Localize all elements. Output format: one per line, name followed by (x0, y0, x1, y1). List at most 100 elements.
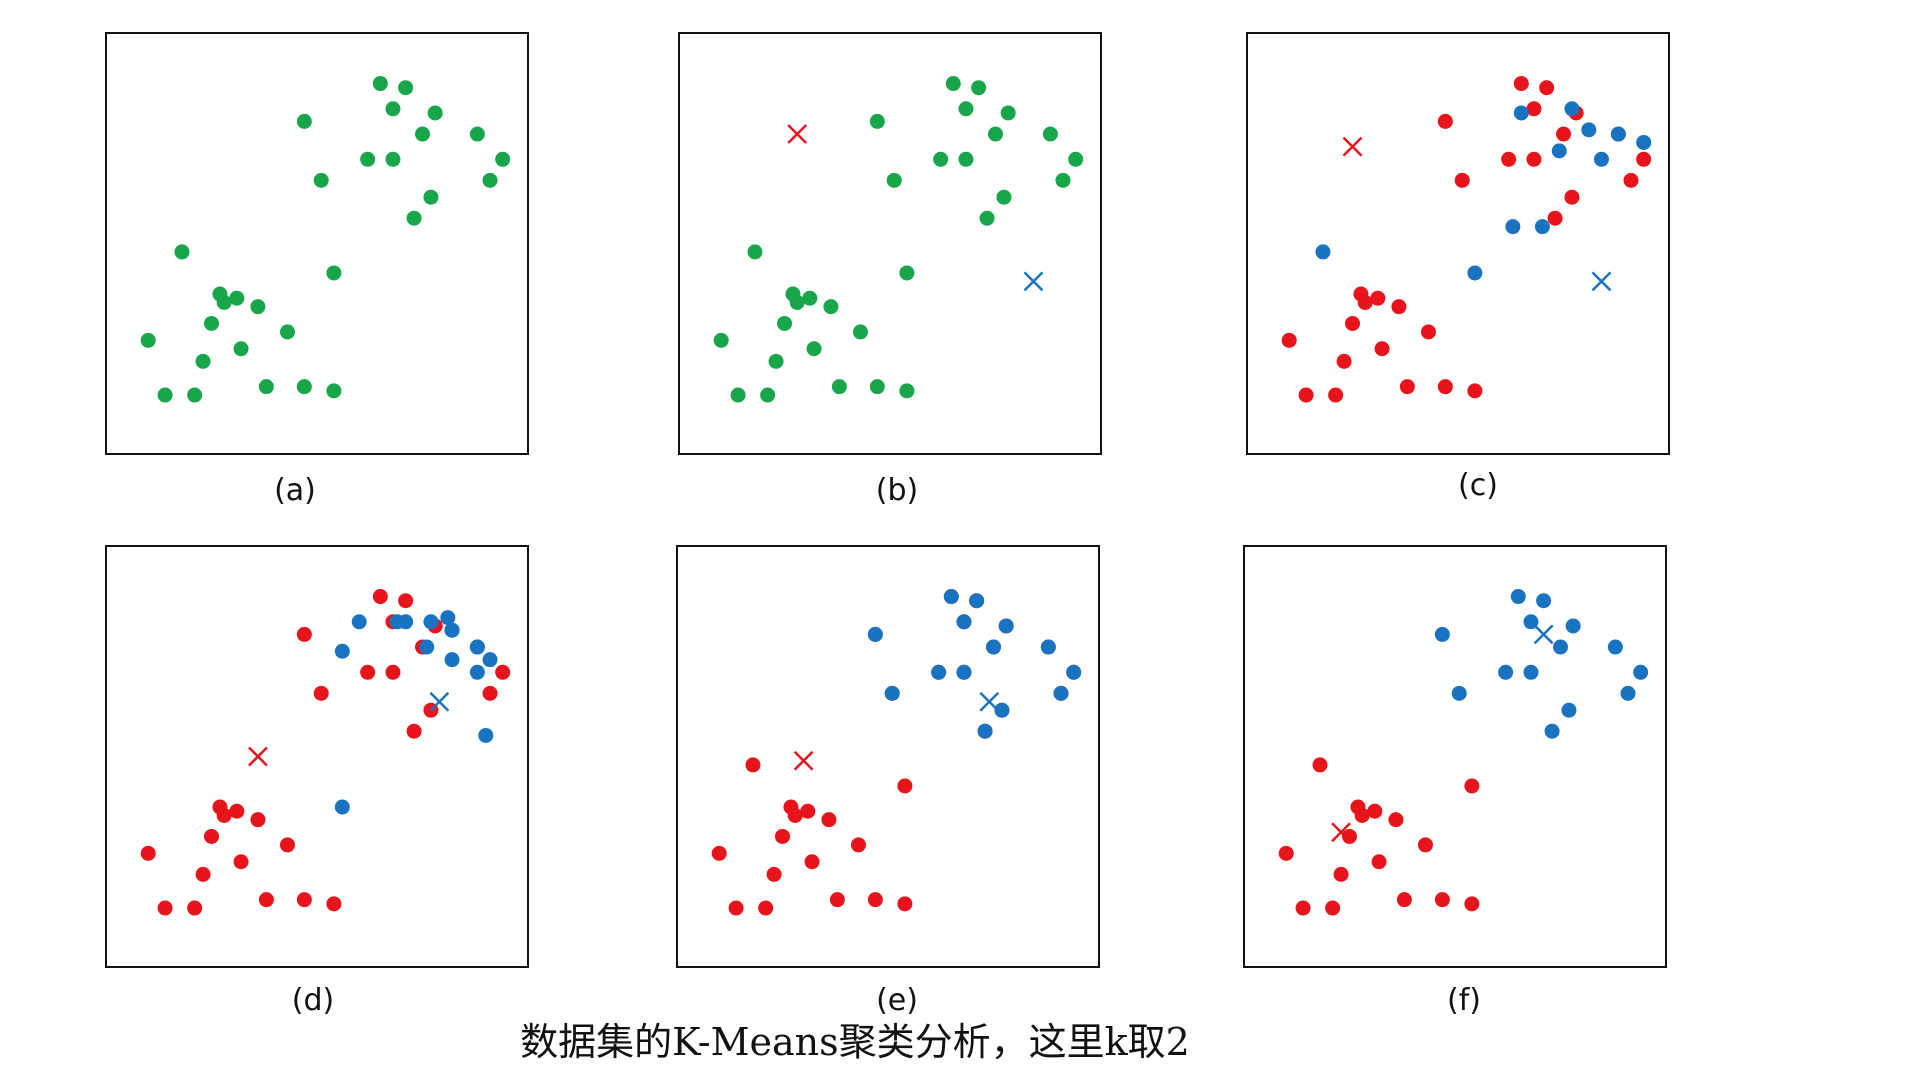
data-point-red (1513, 76, 1529, 92)
data-point-red (787, 807, 803, 823)
data-point-blue (1505, 219, 1521, 235)
data-point-blue (419, 639, 435, 655)
data-point-blue (444, 622, 460, 638)
data-point-green (427, 105, 443, 121)
data-point-blue (1610, 126, 1626, 142)
data-point-green (1000, 105, 1016, 121)
data-point-red (1399, 379, 1415, 395)
data-point-blue (998, 618, 1014, 634)
data-point-red (1539, 80, 1555, 96)
panel-2: (b) (678, 32, 1102, 508)
panel-label: (a) (274, 473, 316, 508)
data-point-blue (1040, 639, 1056, 655)
data-point-red (1437, 379, 1453, 395)
data-point-green (730, 387, 746, 403)
data-point-blue (1607, 639, 1623, 655)
data-point-red (867, 892, 883, 908)
data-point-red (1295, 900, 1311, 916)
data-point-blue (943, 589, 959, 605)
panel-frame (105, 32, 529, 455)
data-point-green (398, 80, 414, 96)
data-point-blue (1593, 151, 1609, 167)
data-point-red (1547, 210, 1563, 226)
data-point-red (800, 803, 816, 819)
data-point-red (745, 757, 761, 773)
data-point-red (829, 892, 845, 908)
data-point-green (933, 151, 949, 167)
data-point-green (979, 210, 995, 226)
data-point-red (1333, 866, 1349, 882)
data-point-red (1374, 341, 1390, 357)
data-point-red (229, 803, 245, 819)
centroid-marker-red (1342, 136, 1363, 157)
panel-label: (f) (1447, 983, 1481, 1018)
data-point-green (945, 76, 961, 92)
data-point-red (1312, 757, 1328, 773)
data-point-green (802, 290, 818, 306)
data-point-green (852, 324, 868, 340)
data-point-red (1556, 126, 1571, 142)
data-point-green (869, 113, 885, 129)
data-point-red (140, 845, 156, 861)
data-point-red (195, 866, 211, 882)
data-point-blue (469, 639, 485, 655)
centroid-marker-blue (1591, 271, 1612, 292)
data-point-green (229, 290, 245, 306)
data-point-red (1501, 151, 1517, 167)
data-point-red (850, 837, 866, 853)
data-point-red (758, 900, 774, 916)
data-point-red (1342, 828, 1357, 844)
panel-4: (d) (105, 545, 529, 1018)
centroid-marker-red (793, 750, 814, 771)
data-point-red (495, 664, 511, 680)
data-point-red (1417, 837, 1433, 853)
data-point-green (899, 383, 915, 399)
data-point-green (831, 379, 847, 395)
data-point-green (279, 324, 295, 340)
data-point-green (768, 353, 784, 369)
data-point-blue (1564, 101, 1580, 117)
panel-3: (c) (1246, 32, 1670, 503)
data-point-blue (884, 685, 900, 701)
data-point-red (1281, 332, 1297, 348)
panel-frame (678, 32, 1102, 455)
figure-caption: 数据集的K-Means聚类分析，这里k取2 (520, 1020, 1190, 1064)
data-point-blue (1451, 685, 1467, 701)
panel-6: (f) (1243, 545, 1667, 1018)
data-point-red (157, 900, 173, 916)
data-point-green (777, 315, 792, 331)
data-point-red (1420, 324, 1436, 340)
data-point-red (1464, 778, 1480, 794)
data-point-red (1464, 896, 1480, 912)
data-point-red (1454, 172, 1470, 188)
panel-frame (1243, 545, 1667, 968)
data-point-blue (1498, 664, 1514, 680)
data-point-red (1367, 803, 1383, 819)
data-point-red (897, 896, 913, 912)
data-point-green (195, 353, 211, 369)
data-point-red (250, 812, 266, 828)
data-point-green (313, 172, 329, 188)
data-point-green (823, 299, 839, 315)
data-point-red (372, 589, 388, 605)
data-point-blue (994, 702, 1010, 718)
data-point-red (1437, 113, 1453, 129)
data-point-red (1636, 151, 1652, 167)
panel-label: (e) (876, 983, 918, 1018)
data-point-green (958, 151, 974, 167)
data-point-red (1336, 353, 1352, 369)
panel-frame (1246, 32, 1670, 455)
data-point-blue (1053, 685, 1069, 701)
panel-label: (d) (292, 983, 334, 1018)
data-point-red (1564, 189, 1580, 205)
data-point-red (187, 900, 203, 916)
data-point-red (313, 685, 329, 701)
data-point-blue (1513, 105, 1529, 121)
data-point-blue (867, 626, 883, 642)
data-point-green (250, 299, 266, 315)
data-point-red (897, 778, 913, 794)
centroid-marker-blue (1533, 624, 1554, 645)
data-point-red (1391, 299, 1407, 315)
data-point-red (1370, 290, 1386, 306)
